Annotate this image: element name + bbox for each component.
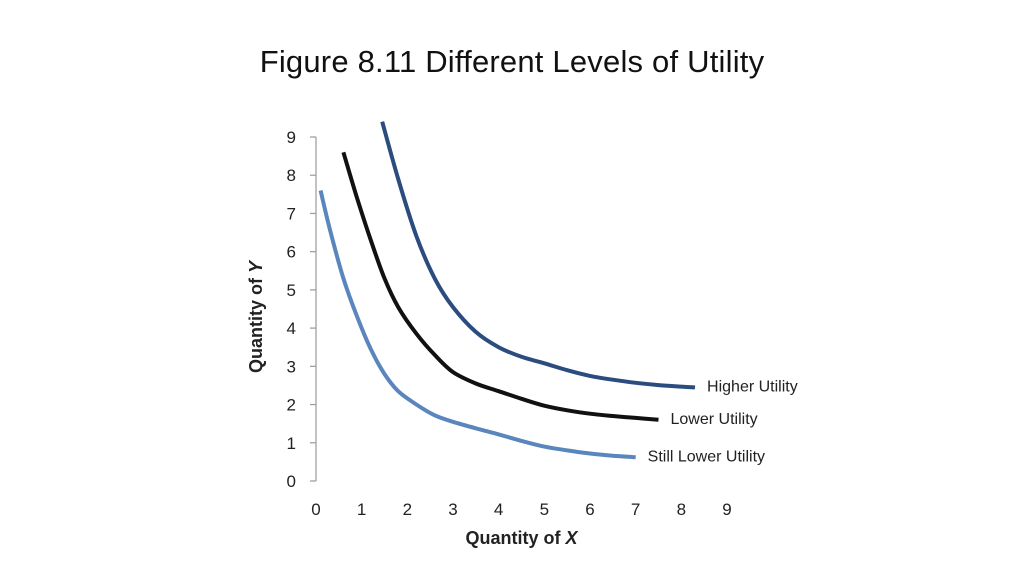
series-line-lower-utility xyxy=(341,151,659,422)
x-tick-label: 7 xyxy=(631,500,640,519)
series-label-higher-utility: Higher Utility xyxy=(707,378,798,395)
series-layer xyxy=(318,121,696,460)
x-tick-label: 2 xyxy=(403,500,412,519)
series-line-higher-utility xyxy=(380,121,696,390)
page-title: Figure 8.11 Different Levels of Utility xyxy=(259,44,765,79)
series-line-still-lower-utility xyxy=(318,190,636,460)
x-tick-label: 1 xyxy=(357,500,366,519)
series-label-still-lower-utility: Still Lower Utility xyxy=(648,448,765,465)
y-axis-title: Quantity of Y xyxy=(246,259,266,373)
series-labels-layer: Higher Utility Lower Utility Still Lower U… xyxy=(648,378,798,465)
x-tick-label: 4 xyxy=(494,500,503,519)
series-label-lower-utility: Lower Utility xyxy=(671,411,758,428)
y-tick-label: 5 xyxy=(287,281,296,300)
y-tick-label: 2 xyxy=(287,396,296,415)
x-tick-label: 0 xyxy=(311,500,320,519)
x-tick-label: 8 xyxy=(677,500,686,519)
y-tick-label: 1 xyxy=(287,434,296,453)
y-tick-label: 4 xyxy=(287,319,296,338)
y-tick-label: 8 xyxy=(287,166,296,185)
x-tick-label: 5 xyxy=(540,500,549,519)
y-tick-label: 3 xyxy=(287,357,296,376)
y-tick-label: 6 xyxy=(287,243,296,262)
y-tick-label: 7 xyxy=(287,204,296,223)
y-tick-label: 9 xyxy=(287,128,296,147)
x-axis-title: Quantity of X xyxy=(465,528,578,548)
x-tick-label: 3 xyxy=(448,500,457,519)
chart-axes: 0 1 2 3 4 5 6 7 8 9 0 1 2 3 4 5 6 7 8 9 Quantity of X Quantit… xyxy=(246,128,732,548)
x-tick-label: 9 xyxy=(722,500,731,519)
y-tick-label: 0 xyxy=(287,472,296,491)
x-tick-label: 6 xyxy=(585,500,594,519)
